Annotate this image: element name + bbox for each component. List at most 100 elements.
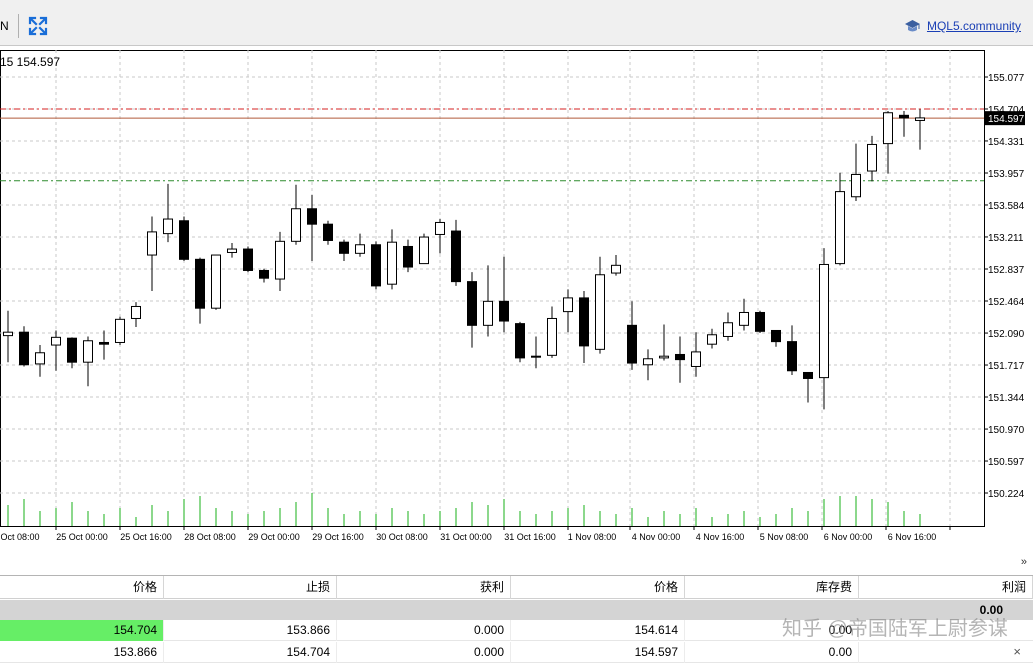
candle-body bbox=[755, 311, 765, 332]
candle-body bbox=[563, 297, 573, 313]
take-profit-cell: 0.000 bbox=[337, 642, 511, 663]
current-price-tag bbox=[985, 111, 1025, 126]
candle-body bbox=[483, 300, 493, 326]
candle bbox=[499, 256, 509, 333]
candle-body bbox=[323, 223, 333, 241]
candle bbox=[819, 248, 829, 410]
header-take-profit[interactable]: 获利 bbox=[337, 576, 511, 599]
swap-cell: 0.00 bbox=[685, 620, 859, 641]
candle bbox=[595, 256, 605, 354]
stop-loss-cell: 154.704 bbox=[164, 642, 337, 663]
price-axis-label: 153.957 bbox=[988, 169, 1025, 180]
price-chart[interactable]: 155.077 154.704 154.331 153.957 153.584 153.2… bbox=[0, 46, 1033, 556]
candle bbox=[211, 254, 221, 310]
candle-body bbox=[259, 269, 269, 279]
candle-body bbox=[435, 221, 445, 235]
candle-body bbox=[723, 322, 733, 337]
scroll-right-button[interactable]: » bbox=[1020, 556, 1027, 568]
candle bbox=[723, 312, 733, 341]
candle bbox=[339, 239, 349, 262]
price-axis-label: 150.970 bbox=[988, 425, 1025, 436]
candle bbox=[419, 233, 429, 265]
close-icon[interactable]: × bbox=[1013, 644, 1021, 659]
candle bbox=[403, 239, 413, 273]
header-profit[interactable]: 利润 bbox=[859, 576, 1033, 599]
candle bbox=[547, 306, 557, 358]
table-row[interactable]: 153.866 154.704 0.000 154.597 0.00 bbox=[0, 642, 1033, 663]
mql5-community-link[interactable]: MQL5.community bbox=[904, 19, 1021, 33]
time-axis-label: 30 Oct 08:00 bbox=[376, 532, 428, 542]
candle-body bbox=[147, 231, 157, 256]
candle-body bbox=[659, 355, 669, 359]
candle bbox=[515, 321, 525, 363]
header-swap[interactable]: 库存费 bbox=[685, 576, 859, 599]
candle bbox=[99, 330, 109, 360]
trade-table-header: 价格 止损 获利 价格 库存费 利润 bbox=[0, 576, 1033, 599]
time-axis-label: 6 Nov 16:00 bbox=[888, 532, 937, 542]
time-axis-label: 31 Oct 16:00 bbox=[504, 532, 556, 542]
candle-body bbox=[99, 341, 109, 345]
candle bbox=[483, 265, 493, 337]
candle-body bbox=[387, 241, 397, 285]
candle bbox=[867, 135, 877, 182]
plot-frame bbox=[0, 50, 985, 527]
candle-body bbox=[851, 173, 861, 198]
candle bbox=[291, 184, 301, 245]
candle bbox=[35, 345, 45, 377]
price-axis-label: 150.597 bbox=[988, 457, 1025, 468]
candle bbox=[851, 143, 861, 202]
candle-body bbox=[35, 352, 45, 365]
candle-body bbox=[163, 218, 173, 235]
candle-body bbox=[531, 355, 541, 358]
price-axis-label: 153.211 bbox=[988, 233, 1024, 244]
candle bbox=[531, 336, 541, 369]
candle-body bbox=[835, 191, 845, 265]
candle-body bbox=[291, 208, 301, 242]
candle-body bbox=[51, 336, 61, 346]
toolbar-separator bbox=[18, 14, 19, 38]
candle bbox=[787, 325, 797, 376]
header-price-open[interactable]: 价格 bbox=[0, 576, 164, 599]
candle-body bbox=[195, 258, 205, 309]
candle bbox=[259, 268, 269, 283]
candlestick-chart[interactable]: 155.077 154.704 154.331 153.957 153.584 153.2… bbox=[0, 46, 1033, 556]
time-axis-label: 25 Oct 00:00 bbox=[56, 532, 108, 542]
candle bbox=[755, 310, 765, 334]
fullscreen-icon[interactable] bbox=[28, 16, 48, 36]
candle bbox=[691, 332, 701, 377]
price-axis-label: 151.344 bbox=[988, 393, 1025, 404]
candle bbox=[227, 243, 237, 258]
price-axis-label: 154.331 bbox=[988, 137, 1025, 148]
mql5-community-label: MQL5.community bbox=[926, 19, 1021, 33]
candle-body bbox=[915, 117, 925, 121]
candle-body bbox=[899, 114, 909, 119]
candle-body bbox=[611, 264, 621, 274]
candle-body bbox=[243, 248, 253, 271]
candle-body bbox=[819, 263, 829, 379]
candle bbox=[803, 371, 813, 403]
table-row[interactable]: 154.704 153.866 0.000 154.614 0.00 bbox=[0, 620, 1033, 641]
stop-loss-cell: 153.866 bbox=[164, 620, 337, 641]
candle bbox=[51, 330, 61, 371]
header-price-current[interactable]: 价格 bbox=[511, 576, 685, 599]
candle bbox=[67, 337, 77, 369]
candle bbox=[835, 172, 845, 266]
candle bbox=[83, 336, 93, 387]
candle bbox=[563, 289, 573, 333]
candle bbox=[611, 255, 621, 276]
toolbar-partial-button[interactable]: N bbox=[0, 19, 9, 33]
candle-body bbox=[211, 254, 221, 309]
candle-body bbox=[83, 340, 93, 363]
candle-body bbox=[275, 240, 285, 280]
price-axis-label: 153.584 bbox=[988, 201, 1025, 212]
candle bbox=[19, 326, 29, 367]
candle bbox=[659, 324, 669, 361]
time-axis-label: 29 Oct 00:00 bbox=[248, 532, 300, 542]
price-axis-label: 155.077 bbox=[988, 73, 1025, 84]
candle bbox=[899, 111, 909, 137]
candle-body bbox=[643, 358, 653, 366]
header-stop-loss[interactable]: 止损 bbox=[164, 576, 337, 599]
candle-body bbox=[307, 208, 317, 225]
time-axis-label: 28 Oct 08:00 bbox=[184, 532, 236, 542]
candle bbox=[195, 257, 205, 324]
